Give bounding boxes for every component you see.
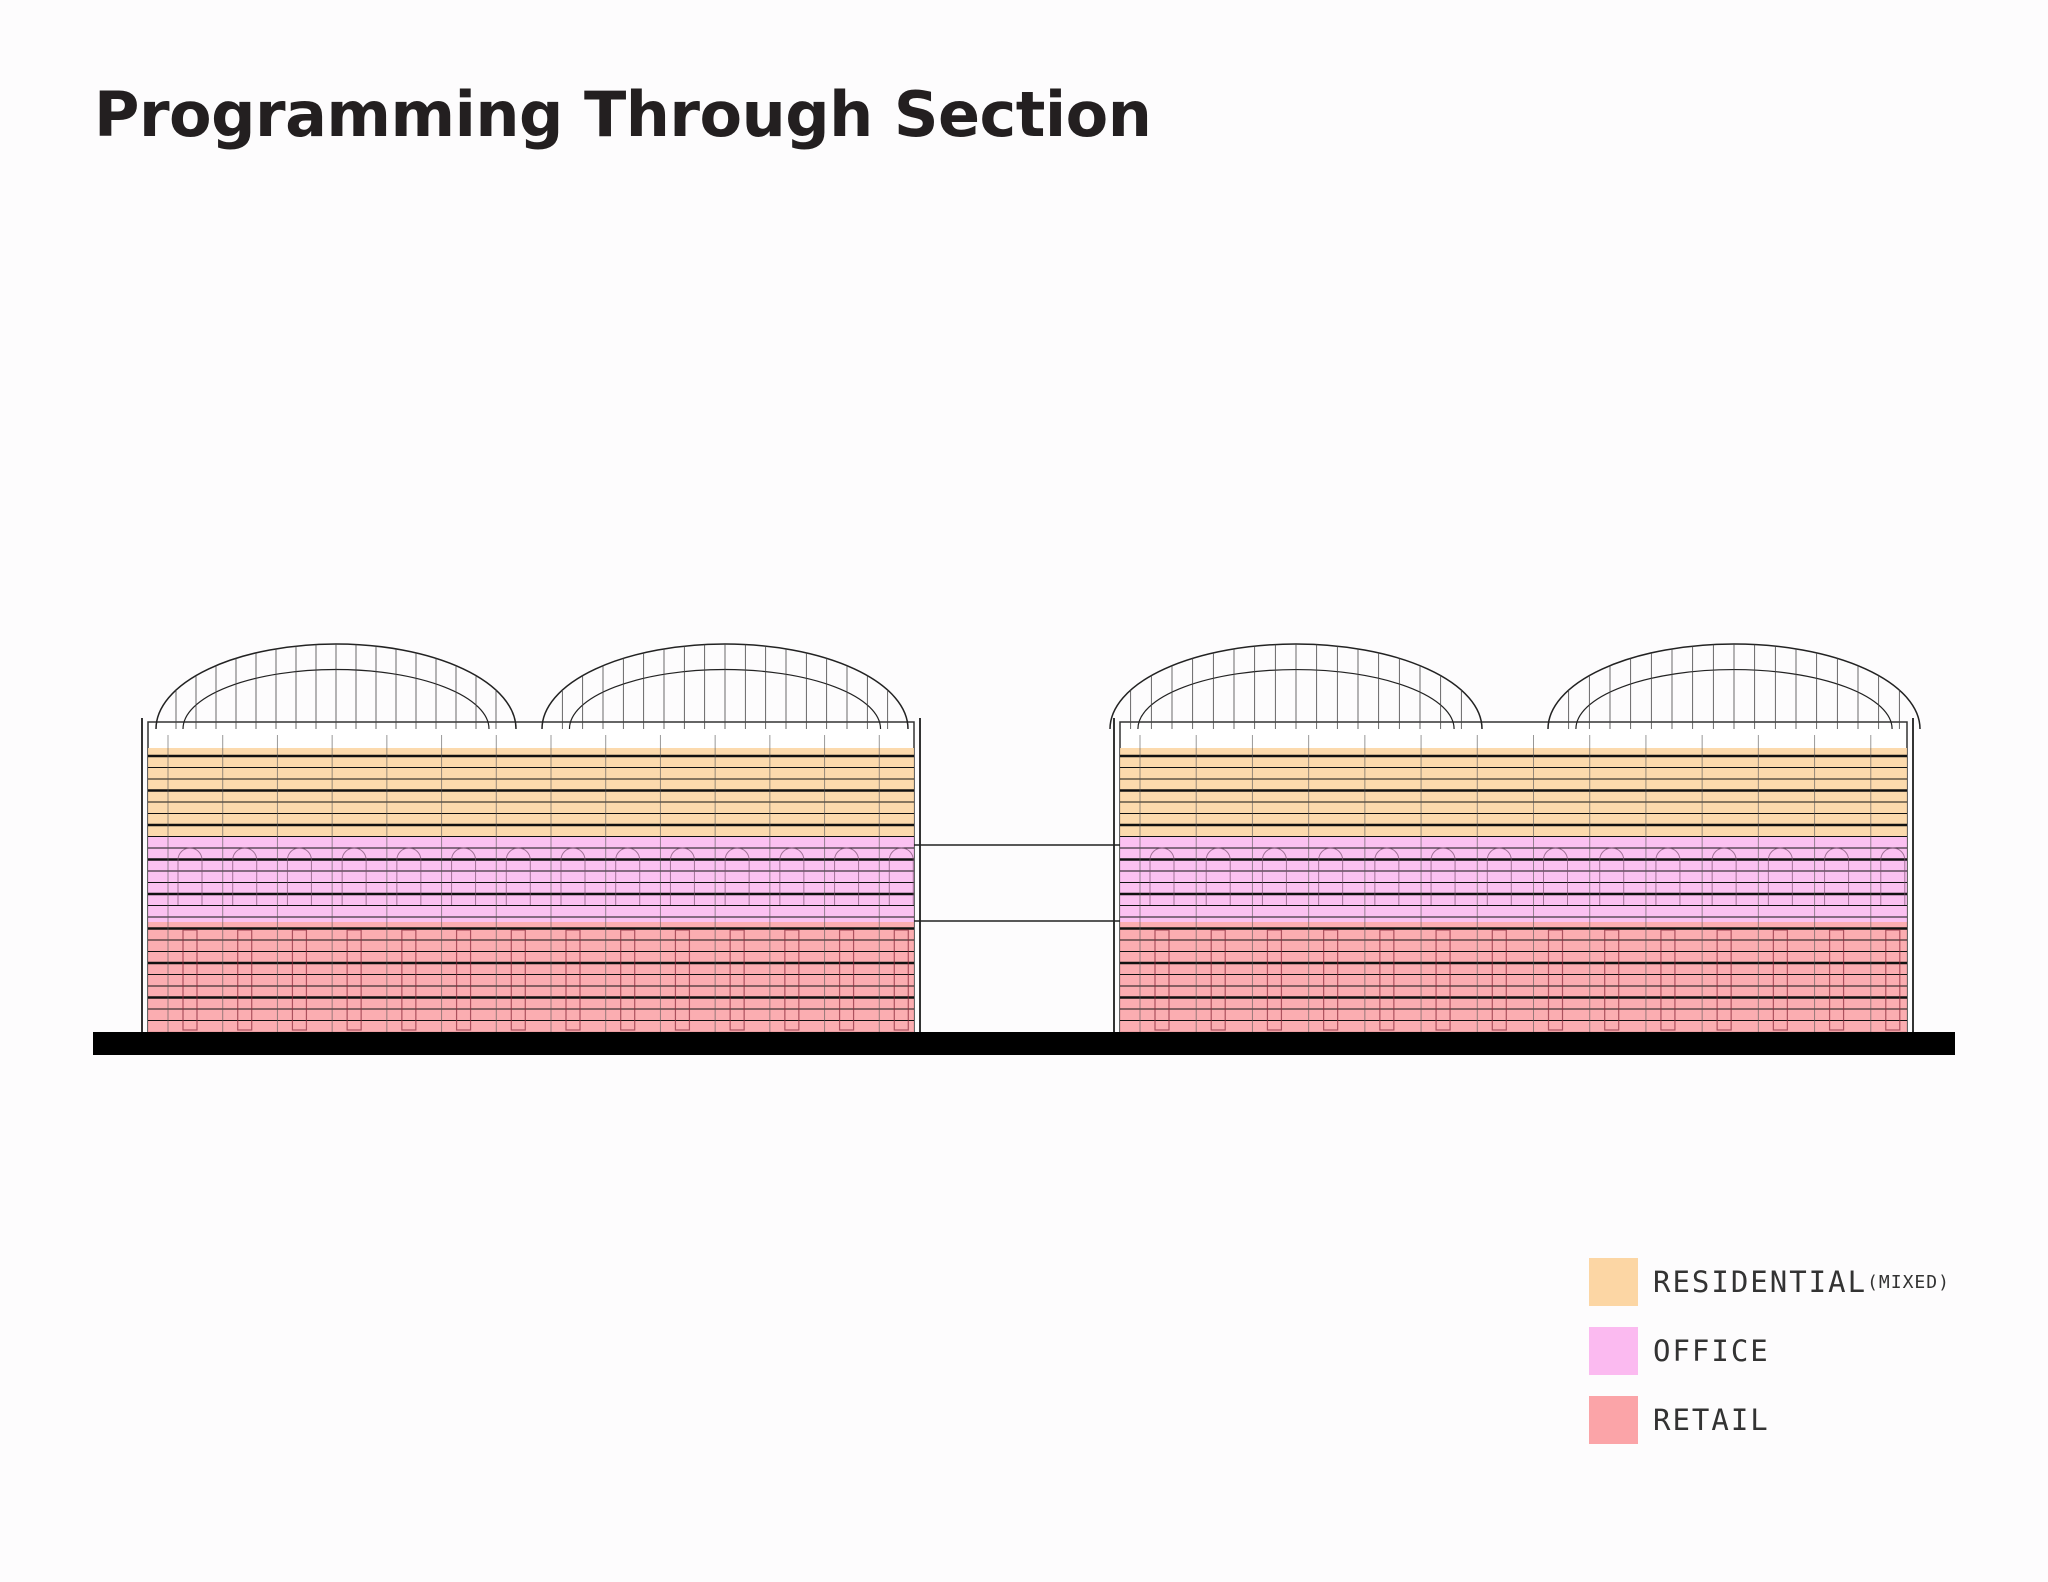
arch-window	[834, 847, 860, 905]
legend-item: RESIDENTIAL (MIXED)	[1589, 1258, 1950, 1306]
arch-window	[1880, 847, 1906, 905]
arch-window	[1318, 847, 1344, 905]
arch-window	[1374, 847, 1400, 905]
window	[1210, 929, 1226, 1031]
arch-window	[505, 847, 531, 905]
legend-swatch	[1589, 1258, 1638, 1306]
arch-window	[1149, 847, 1175, 905]
window	[346, 929, 362, 1031]
arch-window	[1824, 847, 1850, 905]
window	[401, 929, 417, 1031]
program-band	[1120, 922, 1907, 1032]
window	[1828, 929, 1845, 1031]
arch-window	[177, 847, 203, 905]
window	[455, 929, 472, 1031]
arch-window	[232, 847, 258, 905]
legend-swatch	[1589, 1396, 1638, 1444]
arch-window	[1711, 847, 1737, 905]
arch-window	[669, 847, 695, 905]
arch-window	[888, 847, 914, 905]
program-band	[148, 748, 914, 837]
window	[1716, 929, 1732, 1031]
program-band	[1120, 837, 1907, 922]
window	[893, 929, 909, 1031]
window	[1323, 929, 1339, 1031]
ground	[93, 1032, 1955, 1055]
arch-window	[1655, 847, 1681, 905]
window	[182, 929, 198, 1031]
window	[1435, 929, 1451, 1031]
window	[237, 929, 253, 1031]
window	[784, 929, 800, 1031]
arch-window	[341, 847, 367, 905]
window	[1266, 929, 1283, 1031]
title: Programming Through Section	[94, 78, 1152, 151]
arch-window	[451, 847, 477, 905]
window	[1604, 929, 1620, 1031]
legend-item: RETAIL	[1589, 1396, 1950, 1444]
legend-note: (MIXED)	[1867, 1271, 1950, 1293]
arch-window	[615, 847, 641, 905]
window	[674, 929, 691, 1031]
arch-window	[1767, 847, 1793, 905]
arch-window	[1430, 847, 1456, 905]
arch-window	[1261, 847, 1287, 905]
arch-window	[779, 847, 805, 905]
window	[1547, 929, 1564, 1031]
legend-swatch	[1589, 1327, 1638, 1375]
window	[1491, 929, 1507, 1031]
arch-window	[560, 847, 586, 905]
window	[565, 929, 581, 1031]
window	[1660, 929, 1676, 1031]
legend-label: OFFICE	[1653, 1334, 1770, 1368]
legend: RESIDENTIAL (MIXED) OFFICE RETAIL	[1589, 1258, 1950, 1465]
program-band	[1120, 748, 1907, 837]
window	[291, 929, 308, 1031]
window	[838, 929, 855, 1031]
arch-window	[1205, 847, 1231, 905]
window	[729, 929, 745, 1031]
window	[1885, 929, 1901, 1031]
window	[510, 929, 526, 1031]
arch-window	[1486, 847, 1512, 905]
program-band	[148, 837, 914, 922]
window	[1379, 929, 1395, 1031]
window	[1154, 929, 1170, 1031]
legend-item: OFFICE	[1589, 1327, 1950, 1375]
legend-label: RETAIL	[1653, 1403, 1770, 1437]
arch-window	[396, 847, 422, 905]
legend-label: RESIDENTIAL	[1653, 1265, 1868, 1299]
arch-window	[286, 847, 312, 905]
arch-window	[1599, 847, 1625, 905]
arch-window	[724, 847, 750, 905]
window	[1772, 929, 1788, 1031]
window	[620, 929, 636, 1031]
arch-window	[1543, 847, 1568, 905]
